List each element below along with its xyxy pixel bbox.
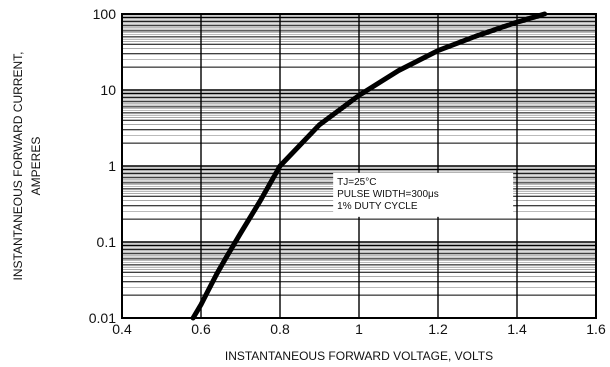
y-tick-label: 0.1 [97,234,117,250]
y-tick-label: 10 [100,82,116,98]
x-tick-label: 1.4 [507,321,527,337]
note-line: PULSE WIDTH=300μs [337,189,439,200]
x-tick-label: 0.8 [270,321,290,337]
x-tick-label: 0.6 [191,321,211,337]
y-tick-label: 0.01 [89,310,116,326]
x-tick-label: 1 [355,321,363,337]
x-tick-label: 0.4 [112,321,132,337]
plot-frame [121,13,597,319]
y-tick-label: 100 [93,6,117,22]
chart-grid [121,14,597,319]
y-axis-label: INSTANTANEOUS FORWARD CURRENT, [11,52,25,281]
y-tick-labels: 0.01 0.1 1 10 100 [89,6,116,326]
x-tick-labels: 0.4 0.6 0.8 1 1.2 1.4 1.6 [112,321,606,337]
note-line: 1% DUTY CYCLE [337,201,418,212]
x-axis-label: INSTANTANEOUS FORWARD VOLTAGE, VOLTS [225,349,493,363]
note-background [333,172,514,217]
x-tick-label: 1.6 [586,321,606,337]
note-line: TJ=25°C [337,177,376,188]
series-line [190,11,548,321]
x-tick-label: 1.2 [428,321,448,337]
y-tick-label: 1 [108,158,116,174]
y-axis-label-units: AMPERES [29,137,43,196]
